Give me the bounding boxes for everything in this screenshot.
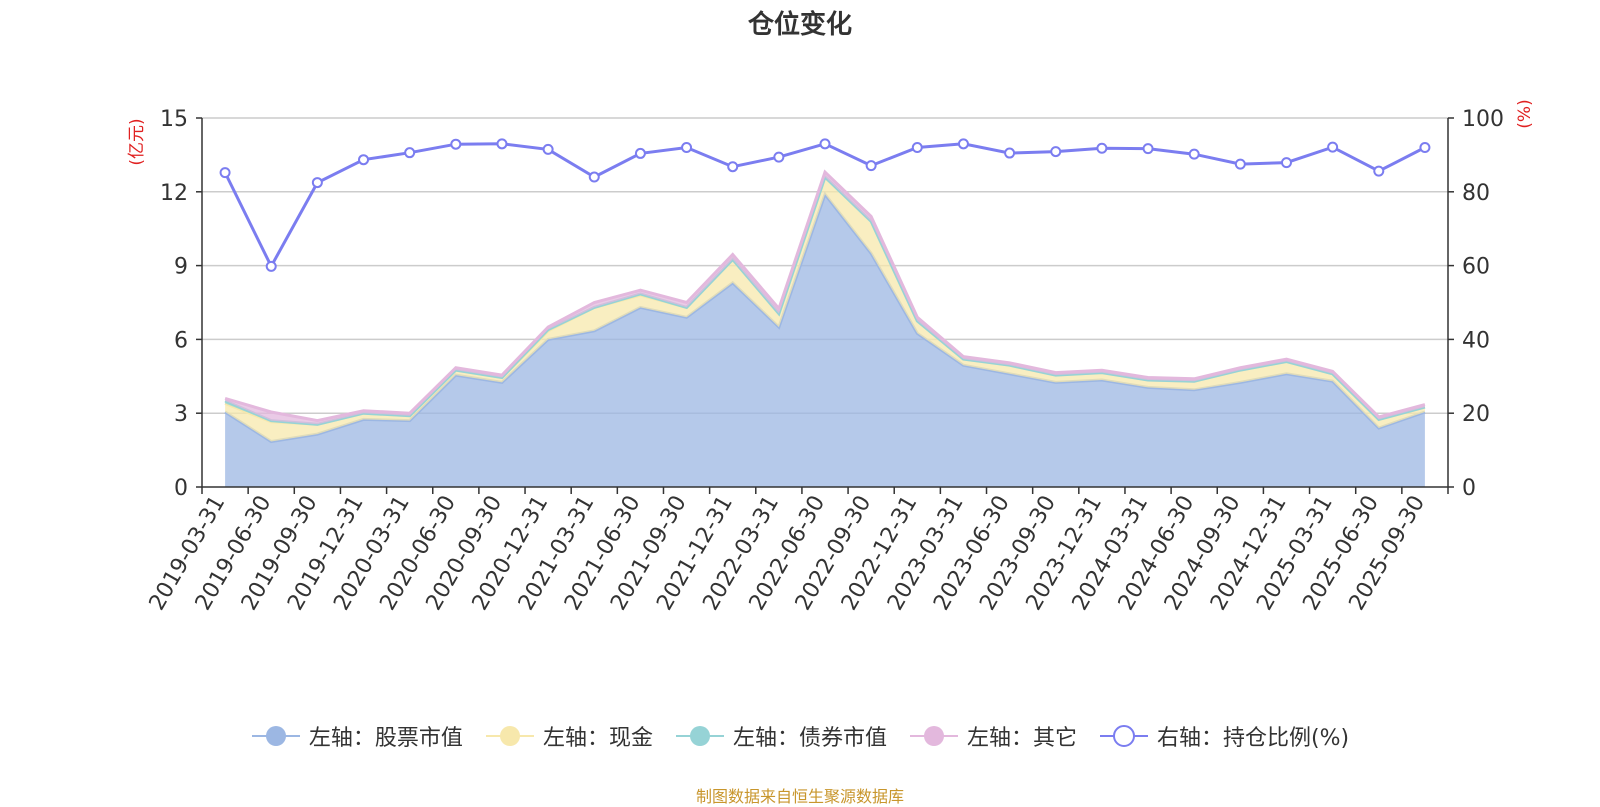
ratio-point [1142, 143, 1154, 155]
legend-item[interactable]: 左轴：股票市值 [251, 720, 463, 752]
ratio-point [1234, 158, 1246, 170]
left-tick-label: 9 [174, 255, 188, 280]
left-tick-label: 3 [174, 402, 188, 427]
legend-item[interactable]: 左轴：现金 [485, 720, 653, 752]
left-tick-label: 15 [160, 107, 188, 132]
area-edge-左轴：其它 [224, 169, 1426, 423]
right-tick-label: 80 [1462, 181, 1490, 206]
left-tick-label: 12 [160, 181, 188, 206]
left-tick-label: 6 [174, 328, 188, 353]
ratio-point [1419, 142, 1431, 154]
right-tick-label: 20 [1462, 402, 1490, 427]
ratio-point [588, 171, 600, 183]
ratio-point [634, 147, 646, 159]
chart-title: 仓位变化 [747, 10, 852, 40]
left-tick-label: 0 [174, 476, 188, 501]
ratio-point [1188, 148, 1200, 160]
ratio-point [681, 142, 693, 154]
ratio-point [1280, 157, 1292, 169]
data-source-note: 制图数据来自恒生聚源数据库 [695, 787, 904, 806]
ratio-point [219, 167, 231, 179]
ratio-point [358, 154, 370, 166]
ratio-point [450, 138, 462, 150]
right-tick-label: 0 [1462, 476, 1476, 501]
ratio-point [911, 142, 923, 154]
legend-marker-icon [485, 726, 534, 746]
legend-label: 右轴：持仓比例(%) [1156, 726, 1350, 751]
legend-label: 左轴：现金 [542, 726, 653, 751]
ratio-point [727, 161, 739, 173]
right-tick-label: 100 [1462, 107, 1504, 132]
legend: 左轴：股票市值 左轴：现金 左轴：债券市值 左轴：其它 右轴：持仓比例(%) [0, 720, 1600, 752]
ratio-point [1004, 147, 1016, 159]
ratio-point [773, 151, 785, 163]
right-axis-unit: (%) [1515, 99, 1535, 128]
ratio-point [1096, 142, 1108, 154]
ratio-point [1327, 141, 1339, 153]
legend-label: 左轴：其它 [966, 726, 1077, 751]
stacked-areas [224, 169, 1426, 488]
legend-marker-icon [675, 726, 724, 746]
ratio-point [496, 138, 508, 150]
position-ratio-line [219, 138, 1431, 272]
legend-item[interactable]: 左轴：债券市值 [675, 720, 887, 752]
right-tick-label: 60 [1462, 255, 1490, 280]
legend-item[interactable]: 右轴：持仓比例(%) [1099, 720, 1349, 752]
ratio-point [265, 260, 277, 272]
legend-marker-icon [909, 726, 958, 746]
ratio-point [1373, 165, 1385, 177]
ratio-point [865, 160, 877, 172]
area-左轴：股票市值 [225, 194, 1425, 488]
ratio-point [542, 143, 554, 155]
legend-item[interactable]: 左轴：其它 [909, 720, 1077, 752]
right-tick-label: 40 [1462, 328, 1490, 353]
ratio-point [404, 147, 416, 159]
left-axis-unit: (亿元) [127, 118, 147, 165]
legend-label: 左轴：债券市值 [732, 726, 887, 751]
legend-marker-icon [1099, 725, 1148, 747]
ratio-point [957, 138, 969, 150]
legend-marker-icon [251, 726, 300, 746]
ratio-point [1050, 146, 1062, 158]
ratio-point [311, 177, 323, 189]
ratio-point [819, 138, 831, 150]
legend-label: 左轴：股票市值 [308, 726, 463, 751]
